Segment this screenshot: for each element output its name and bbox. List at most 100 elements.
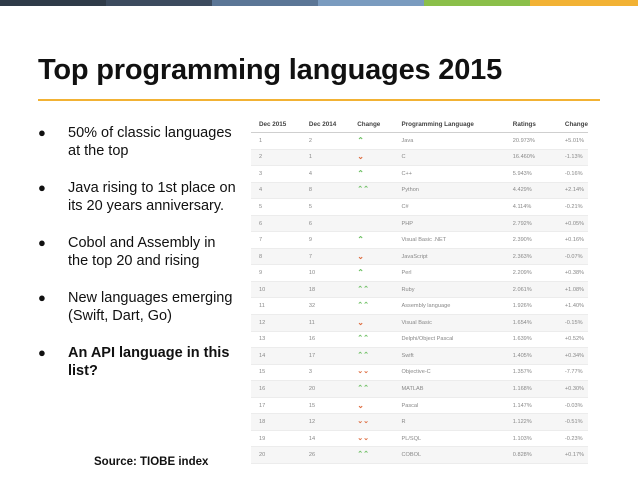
table-row: 8 7 ⌄ JavaScript 2.363% -0.07% xyxy=(251,248,588,266)
arrow-up-icon: ⌃ xyxy=(357,235,364,245)
change-icon-cell: ⌃ xyxy=(349,165,394,183)
rating-change-cell: +5.01% xyxy=(556,132,588,150)
language-cell: Python xyxy=(393,182,505,200)
rank-2014-cell: 15 xyxy=(300,397,350,415)
language-cell: C# xyxy=(393,198,505,216)
double-arrow-up-icon: ⌃⌃ xyxy=(357,285,369,293)
table-row: 2 1 ⌄ C 16.460% -1.13% xyxy=(251,149,588,167)
change-icon-cell: ⌄ xyxy=(349,248,394,266)
table-row: 17 15 ⌄ Pascal 1.147% -0.03% xyxy=(251,397,588,415)
table-row: 13 16 ⌃⌃ Delphi/Object Pascal 1.639% +0.52% xyxy=(251,331,588,349)
arrow-up-icon: ⌃ xyxy=(357,168,364,178)
rating-cell: 1.147% xyxy=(504,397,557,415)
rank-2014-cell: 6 xyxy=(300,215,350,233)
change-icon-cell xyxy=(349,198,394,216)
rank-2015-cell: 20 xyxy=(251,446,301,464)
table-row: 7 9 ⌃ Visual Basic .NET 2.390% +0.16% xyxy=(251,231,588,249)
rating-change-cell: +0.34% xyxy=(556,347,588,365)
top-bar-segment xyxy=(318,0,424,6)
change-icon-cell: ⌄ xyxy=(349,149,394,167)
rating-cell: 1.926% xyxy=(504,297,557,316)
bullet-item: ● Java rising to 1st place on its 20 year… xyxy=(38,179,238,215)
language-cell: JavaScript xyxy=(393,248,505,266)
bullet-text: Cobol and Assembly in the top 20 and ris… xyxy=(68,235,216,269)
rank-2015-cell: 13 xyxy=(251,331,301,349)
bullet-dot-icon: ● xyxy=(38,290,46,305)
column-header: Change xyxy=(556,116,588,133)
language-cell: Visual Basic .NET xyxy=(393,231,505,249)
rating-cell: 4.114% xyxy=(504,198,557,216)
rating-cell: 1.103% xyxy=(504,430,557,448)
double-arrow-down-icon: ⌄⌄ xyxy=(357,418,369,426)
rating-change-cell: +1.40% xyxy=(556,297,588,316)
language-cell: MATLAB xyxy=(393,380,505,398)
rating-change-cell: +0.30% xyxy=(556,380,588,398)
rank-2014-cell: 5 xyxy=(300,198,350,216)
rating-cell: 2.209% xyxy=(504,264,557,282)
language-cell: C xyxy=(393,149,505,167)
rank-2014-cell: 10 xyxy=(300,264,350,282)
rank-2015-cell: 8 xyxy=(251,248,301,266)
bullet-dot-icon: ● xyxy=(38,180,46,195)
table-row: 6 6 PHP 2.792% +0.05% xyxy=(251,215,588,233)
title-underline xyxy=(38,99,600,101)
arrow-down-icon: ⌄ xyxy=(357,152,364,162)
rating-cell: 1.405% xyxy=(504,347,557,365)
column-header: Programming Language xyxy=(393,116,505,133)
rank-2014-cell: 7 xyxy=(300,248,350,266)
rank-2015-cell: 11 xyxy=(251,297,301,316)
change-icon-cell: ⌄⌄ xyxy=(349,364,394,382)
rating-cell: 2.363% xyxy=(504,248,557,266)
rank-2014-cell: 14 xyxy=(300,430,350,448)
rating-cell: 1.654% xyxy=(504,314,557,332)
bullet-item: ● Cobol and Assembly in the top 20 and ri… xyxy=(38,234,238,270)
table-row: 9 10 ⌃ Perl 2.209% +0.38% xyxy=(251,264,588,282)
rank-2015-cell: 6 xyxy=(251,215,301,233)
rating-cell: 0.828% xyxy=(504,446,557,464)
change-icon-cell: ⌃⌃ xyxy=(349,182,394,200)
rank-2015-cell: 18 xyxy=(251,413,301,431)
rank-2015-cell: 19 xyxy=(251,430,301,448)
language-cell: PL/SQL xyxy=(393,430,505,448)
rating-change-cell: +0.05% xyxy=(556,215,588,233)
language-cell: COBOL xyxy=(393,446,505,464)
rank-2014-cell: 4 xyxy=(300,165,350,183)
change-icon-cell xyxy=(349,215,394,233)
rating-cell: 1.168% xyxy=(504,380,557,398)
rating-cell: 20.973% xyxy=(504,132,557,150)
rank-2014-cell: 9 xyxy=(300,231,350,249)
table-row: 18 12 ⌄⌄ R 1.122% -0.51% xyxy=(251,413,588,431)
rating-change-cell: +0.38% xyxy=(556,264,588,282)
rank-2015-cell: 12 xyxy=(251,314,301,332)
rank-2014-cell: 3 xyxy=(300,364,350,382)
double-arrow-up-icon: ⌃⌃ xyxy=(357,351,369,359)
column-header: Dec 2014 xyxy=(300,116,350,133)
rating-change-cell: -0.23% xyxy=(556,430,588,448)
rating-cell: 1.357% xyxy=(504,364,557,382)
change-icon-cell: ⌃⌃ xyxy=(349,331,394,349)
change-icon-cell: ⌃ xyxy=(349,132,394,150)
rank-2014-cell: 12 xyxy=(300,413,350,431)
rating-change-cell: -1.13% xyxy=(556,149,588,167)
table-row: 5 5 C# 4.114% -0.21% xyxy=(251,198,588,216)
column-header: Ratings xyxy=(504,116,557,133)
top-bar-segment xyxy=(0,0,106,6)
column-header: Change xyxy=(349,116,394,133)
rank-2014-cell: 18 xyxy=(300,281,350,299)
double-arrow-up-icon: ⌃⌃ xyxy=(357,451,369,459)
rating-change-cell: +0.17% xyxy=(556,446,588,464)
rank-2015-cell: 15 xyxy=(251,364,301,382)
table-header-row: Dec 2015 Dec 2014 Change Programming Lan… xyxy=(251,116,588,133)
rating-cell: 1.639% xyxy=(504,331,557,349)
rating-change-cell: +2.14% xyxy=(556,182,588,200)
rank-2014-cell: 16 xyxy=(300,331,350,349)
change-icon-cell: ⌄⌄ xyxy=(349,413,394,431)
column-header: Dec 2015 xyxy=(251,116,301,133)
table-row: 3 4 ⌃ C++ 5.943% -0.16% xyxy=(251,165,588,183)
change-icon-cell: ⌃ xyxy=(349,264,394,282)
language-cell: Pascal xyxy=(393,397,505,415)
rating-change-cell: -7.77% xyxy=(556,364,588,382)
rank-2015-cell: 4 xyxy=(251,182,301,200)
double-arrow-up-icon: ⌃⌃ xyxy=(357,384,369,392)
rank-2014-cell: 17 xyxy=(300,347,350,365)
